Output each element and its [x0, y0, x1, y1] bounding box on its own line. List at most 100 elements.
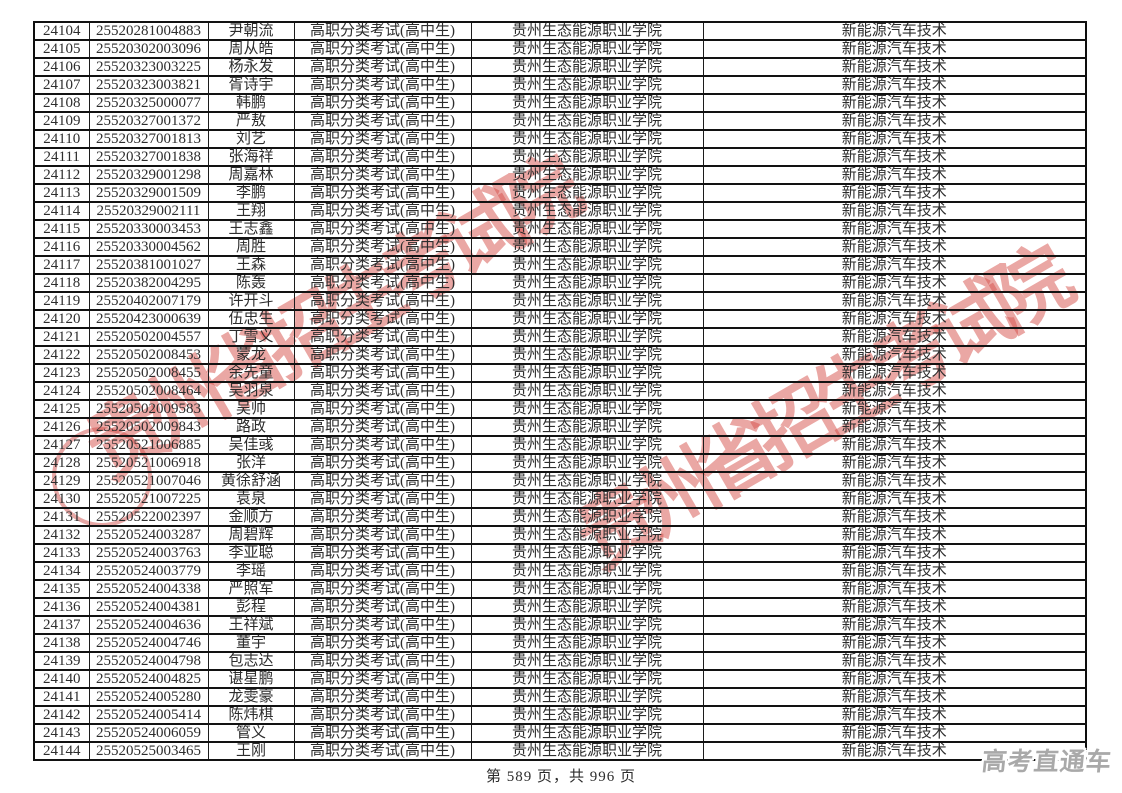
- cell-exam-type: 高职分类考试(高中生): [293, 201, 472, 221]
- cell-student-name: 蒙龙: [207, 345, 295, 365]
- cell-college-name: 贵州生态能源职业学院: [470, 507, 704, 527]
- cell-college-name: 贵州生态能源职业学院: [470, 345, 704, 365]
- cell-row-number: 24111: [33, 147, 90, 167]
- cell-exam-number: 25520524004825: [88, 669, 209, 689]
- cell-college-name: 贵州生态能源职业学院: [470, 741, 704, 761]
- cell-exam-number: 25520521007225: [88, 489, 209, 509]
- cell-major-name: 新能源汽车技术: [702, 183, 1087, 203]
- cell-student-name: 韩鹏: [207, 93, 295, 113]
- cell-major-name: 新能源汽车技术: [702, 57, 1087, 77]
- table-row: 24110 25520327001813 刘艺 高职分类考试(高中生) 贵州生态能源职业…: [33, 129, 1087, 149]
- cell-college-name: 贵州生态能源职业学院: [470, 255, 704, 275]
- cell-major-name: 新能源汽车技术: [702, 75, 1087, 95]
- cell-college-name: 贵州生态能源职业学院: [470, 399, 704, 419]
- table-row: 24135 25520524004338 严照军 高职分类考试(高中生) 贵州生态能源职…: [33, 579, 1087, 599]
- cell-row-number: 24122: [33, 345, 90, 365]
- cell-major-name: 新能源汽车技术: [702, 633, 1087, 653]
- cell-student-name: 张洋: [207, 453, 295, 473]
- cell-college-name: 贵州生态能源职业学院: [470, 363, 704, 383]
- cell-row-number: 24126: [33, 417, 90, 437]
- cell-student-name: 王志鑫: [207, 219, 295, 239]
- cell-exam-number: 25520524003763: [88, 543, 209, 563]
- cell-exam-type: 高职分类考试(高中生): [293, 507, 472, 527]
- cell-exam-type: 高职分类考试(高中生): [293, 651, 472, 671]
- cell-exam-number: 25520521006885: [88, 435, 209, 455]
- cell-college-name: 贵州生态能源职业学院: [470, 435, 704, 455]
- cell-exam-number: 25520330003453: [88, 219, 209, 239]
- table-row: 24131 25520522002397 金顺方 高职分类考试(高中生) 贵州生态能源职…: [33, 507, 1087, 527]
- cell-exam-number: 25520330004562: [88, 237, 209, 257]
- cell-student-name: 管义: [207, 723, 295, 743]
- cell-student-name: 王翔: [207, 201, 295, 221]
- table-row: 24116 25520330004562 周胜 高职分类考试(高中生) 贵州生态能源职业…: [33, 237, 1087, 257]
- results-table-body: 24104 25520281004883 尹朝流 高职分类考试(高中生) 贵州生态能源职…: [33, 21, 1087, 761]
- cell-major-name: 新能源汽车技术: [702, 525, 1087, 545]
- cell-major-name: 新能源汽车技术: [702, 561, 1087, 581]
- cell-exam-number: 25520325000077: [88, 93, 209, 113]
- cell-college-name: 贵州生态能源职业学院: [470, 309, 704, 329]
- table-row: 24124 25520502008464 吴羽泉 高职分类考试(高中生) 贵州生态能源职…: [33, 381, 1087, 401]
- cell-exam-number: 25520423000639: [88, 309, 209, 329]
- cell-student-name: 吴羽泉: [207, 381, 295, 401]
- cell-row-number: 24131: [33, 507, 90, 527]
- table-row: 24112 25520329001298 周嘉林 高职分类考试(高中生) 贵州生态能源职…: [33, 165, 1087, 185]
- cell-row-number: 24132: [33, 525, 90, 545]
- cell-student-name: 周从皓: [207, 39, 295, 59]
- cell-major-name: 新能源汽车技术: [702, 345, 1087, 365]
- cell-exam-number: 25520524005280: [88, 687, 209, 707]
- cell-exam-number: 25520502008455: [88, 363, 209, 383]
- cell-major-name: 新能源汽车技术: [702, 399, 1087, 419]
- cell-major-name: 新能源汽车技术: [702, 417, 1087, 437]
- cell-major-name: 新能源汽车技术: [702, 615, 1087, 635]
- cell-exam-type: 高职分类考试(高中生): [293, 417, 472, 437]
- cell-major-name: 新能源汽车技术: [702, 237, 1087, 257]
- cell-college-name: 贵州生态能源职业学院: [470, 57, 704, 77]
- cell-major-name: 新能源汽车技术: [702, 111, 1087, 131]
- cell-exam-type: 高职分类考试(高中生): [293, 21, 472, 41]
- cell-major-name: 新能源汽车技术: [702, 453, 1087, 473]
- cell-exam-number: 25520329001509: [88, 183, 209, 203]
- table-row: 24104 25520281004883 尹朝流 高职分类考试(高中生) 贵州生态能源职…: [33, 21, 1087, 41]
- cell-student-name: 李亚聪: [207, 543, 295, 563]
- table-row: 24111 25520327001838 张海祥 高职分类考试(高中生) 贵州生态能源职…: [33, 147, 1087, 167]
- cell-college-name: 贵州生态能源职业学院: [470, 417, 704, 437]
- table-row: 24108 25520325000077 韩鹏 高职分类考试(高中生) 贵州生态能源职业…: [33, 93, 1087, 113]
- cell-exam-type: 高职分类考试(高中生): [293, 399, 472, 419]
- cell-major-name: 新能源汽车技术: [702, 579, 1087, 599]
- cell-college-name: 贵州生态能源职业学院: [470, 21, 704, 41]
- cell-college-name: 贵州生态能源职业学院: [470, 39, 704, 59]
- table-row: 24126 25520502009843 路政 高职分类考试(高中生) 贵州生态能源职业…: [33, 417, 1087, 437]
- cell-exam-type: 高职分类考试(高中生): [293, 237, 472, 257]
- cell-student-name: 龙雯豪: [207, 687, 295, 707]
- cell-exam-type: 高职分类考试(高中生): [293, 633, 472, 653]
- cell-exam-type: 高职分类考试(高中生): [293, 453, 472, 473]
- cell-row-number: 24117: [33, 255, 90, 275]
- table-row: 24105 25520302003096 周从皓 高职分类考试(高中生) 贵州生态能源职…: [33, 39, 1087, 59]
- cell-college-name: 贵州生态能源职业学院: [470, 237, 704, 257]
- cell-major-name: 新能源汽车技术: [702, 471, 1087, 491]
- cell-exam-number: 25520524003287: [88, 525, 209, 545]
- cell-row-number: 24105: [33, 39, 90, 59]
- cell-exam-type: 高职分类考试(高中生): [293, 111, 472, 131]
- cell-exam-type: 高职分类考试(高中生): [293, 723, 472, 743]
- cell-college-name: 贵州生态能源职业学院: [470, 651, 704, 671]
- cell-exam-type: 高职分类考试(高中生): [293, 687, 472, 707]
- cell-college-name: 贵州生态能源职业学院: [470, 291, 704, 311]
- cell-student-name: 周胜: [207, 237, 295, 257]
- table-row: 24139 25520524004798 包志达 高职分类考试(高中生) 贵州生态能源职…: [33, 651, 1087, 671]
- cell-exam-number: 25520327001372: [88, 111, 209, 131]
- table-row: 24121 25520502004557 丁雪义 高职分类考试(高中生) 贵州生态能源职…: [33, 327, 1087, 347]
- cell-student-name: 尹朝流: [207, 21, 295, 41]
- cell-college-name: 贵州生态能源职业学院: [470, 579, 704, 599]
- cell-row-number: 24120: [33, 309, 90, 329]
- cell-student-name: 周碧辉: [207, 525, 295, 545]
- cell-row-number: 24127: [33, 435, 90, 455]
- cell-row-number: 24139: [33, 651, 90, 671]
- cell-major-name: 新能源汽车技术: [702, 39, 1087, 59]
- table-row: 24122 25520502008453 蒙龙 高职分类考试(高中生) 贵州生态能源职业…: [33, 345, 1087, 365]
- table-row: 24134 25520524003779 李瑶 高职分类考试(高中生) 贵州生态能源职业…: [33, 561, 1087, 581]
- cell-student-name: 胥诗宇: [207, 75, 295, 95]
- table-row: 24132 25520524003287 周碧辉 高职分类考试(高中生) 贵州生态能源职…: [33, 525, 1087, 545]
- cell-exam-number: 25520281004883: [88, 21, 209, 41]
- cell-exam-type: 高职分类考试(高中生): [293, 615, 472, 635]
